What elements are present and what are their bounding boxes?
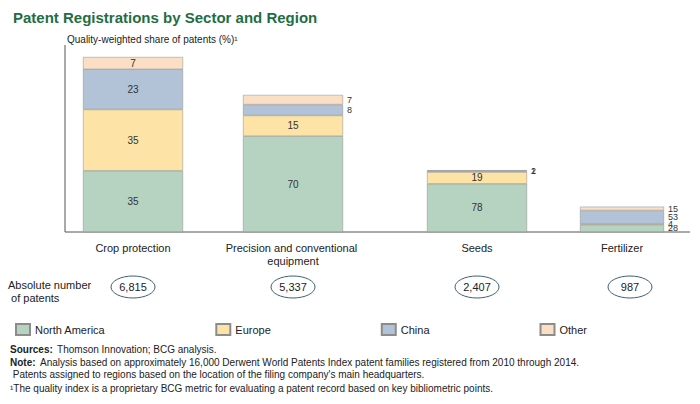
svg-text:53: 53 [668,212,678,222]
svg-text:Note:: Note: [10,357,36,368]
svg-text:35: 35 [127,135,139,146]
svg-text:Patent Registrations by Sector: Patent Registrations by Sector and Regio… [13,9,317,26]
svg-text:1: 1 [531,166,536,176]
svg-text:70: 70 [287,179,299,190]
svg-text:15: 15 [287,120,299,131]
svg-text:Thomson Innovation; BCG analys: Thomson Innovation; BCG analysis. [54,344,216,355]
svg-text:North America: North America [35,324,106,336]
svg-text:19: 19 [471,172,483,183]
svg-text:¹The quality index is a propri: ¹The quality index is a proprietary BCG … [10,383,493,394]
svg-text:equipment: equipment [267,255,318,267]
svg-text:6,815: 6,815 [119,281,147,293]
svg-text:987: 987 [621,281,639,293]
svg-text:7: 7 [130,58,136,69]
svg-text:China: China [401,324,431,336]
svg-text:78: 78 [471,202,483,213]
svg-text:4: 4 [668,219,673,230]
svg-text:of patents: of patents [8,292,60,304]
svg-text:Quality-weighted share of pate: Quality-weighted share of patents (%)¹ [67,34,238,45]
svg-text:35: 35 [127,196,139,207]
svg-text:Sources:: Sources: [10,344,53,355]
svg-text:23: 23 [127,84,139,95]
svg-text:Precision and conventional: Precision and conventional [226,242,361,254]
svg-text:2: 2 [531,166,536,176]
svg-text:Patents assigned to regions ba: Patents assigned to regions based on the… [10,369,424,380]
svg-text:Europe: Europe [235,324,270,336]
svg-text:5,337: 5,337 [279,281,307,293]
svg-text:Seeds: Seeds [461,242,493,254]
svg-text:15: 15 [668,204,678,214]
svg-text:Crop protection: Crop protection [95,242,170,254]
svg-text:7: 7 [347,95,352,105]
svg-text:Absolute number: Absolute number [8,279,91,291]
svg-text:2,407: 2,407 [463,281,491,293]
svg-text:Other: Other [560,324,588,336]
svg-text:Analysis based on approximatel: Analysis based on approximately 16,000 D… [38,357,579,368]
svg-text:Fertilizer: Fertilizer [601,242,644,254]
svg-text:8: 8 [347,105,352,115]
